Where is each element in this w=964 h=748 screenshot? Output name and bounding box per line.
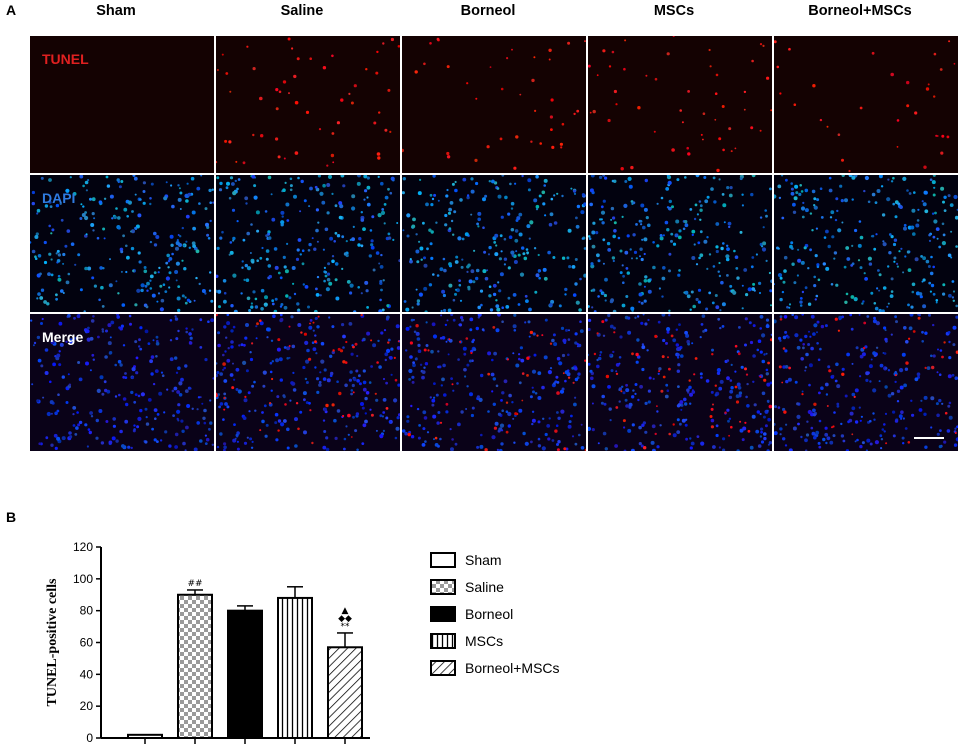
row-label-merge: Merge [42, 329, 84, 345]
column-header-saline: Saline [280, 3, 324, 19]
significance-mark: ◆◆ [338, 614, 352, 624]
micrograph-merge-0: Merge [30, 314, 214, 451]
legend-label: Sham [465, 552, 502, 568]
micrograph-tunel-3 [588, 36, 772, 173]
column-header-sham: Sham [96, 3, 136, 19]
micrograph-tunel-2 [402, 36, 586, 173]
micrograph-merge-1 [216, 314, 400, 451]
panel-b-letter: B [6, 509, 17, 525]
micrograph-dapi-3 [588, 175, 772, 312]
micrograph-dapi-4 [774, 175, 958, 312]
significance-mark: ## [187, 579, 202, 589]
legend-swatch [430, 579, 456, 595]
micrograph-dapi-2 [402, 175, 586, 312]
microscopy-grid: TUNEL DAPI Merge [30, 36, 964, 456]
bar-saline [177, 593, 213, 739]
bar-sham [127, 733, 163, 739]
legend-label: Borneol [465, 606, 513, 622]
column-header-borneol: Borneol [460, 3, 516, 19]
bar-borneol [227, 609, 263, 739]
micrograph-merge-4 [774, 314, 958, 451]
micrograph-merge-2 [402, 314, 586, 451]
y-tick-label: 0 [86, 731, 93, 745]
significance-mark: ▲ [342, 606, 349, 616]
micrograph-tunel-1 [216, 36, 400, 173]
micrograph-dapi-1 [216, 175, 400, 312]
significance-mark: ** [341, 622, 351, 632]
legend-label: Borneol+MSCs [465, 660, 560, 676]
row-label-tunel: TUNEL [42, 51, 89, 67]
bar-chart: 0 20 40 60 80 100 120 TUNEL-positive cells ## ▲◆◆… [45, 540, 560, 745]
legend-label: Saline [465, 579, 504, 595]
micrograph-merge-3 [588, 314, 772, 451]
legend-swatch [430, 552, 456, 568]
legend-swatch [430, 633, 456, 649]
panel-a-letter: A [6, 2, 17, 18]
scale-bar [914, 437, 944, 439]
micrograph-tunel-4 [774, 36, 958, 173]
bar-mscs [277, 596, 313, 739]
legend-swatch [430, 606, 456, 622]
y-tick-label: 40 [80, 667, 94, 681]
y-tick-label: 100 [73, 572, 93, 586]
row-label-dapi: DAPI [42, 190, 76, 206]
y-tick-label: 60 [80, 636, 94, 650]
y-tick-label: 120 [73, 540, 93, 554]
legend-swatch [430, 660, 456, 676]
y-tick-label: 20 [80, 699, 94, 713]
micrograph-tunel-0: TUNEL [30, 36, 214, 173]
legend-label: MSCs [465, 633, 503, 649]
y-axis-label: TUNEL-positive cells [45, 578, 60, 706]
y-tick-label: 80 [80, 604, 94, 618]
bar-borneol-mscs [327, 646, 363, 739]
column-header-borneol-mscs: Borneol+MSCs [808, 3, 912, 19]
column-header-mscs: MSCs [653, 3, 695, 19]
micrograph-dapi-0: DAPI [30, 175, 214, 312]
